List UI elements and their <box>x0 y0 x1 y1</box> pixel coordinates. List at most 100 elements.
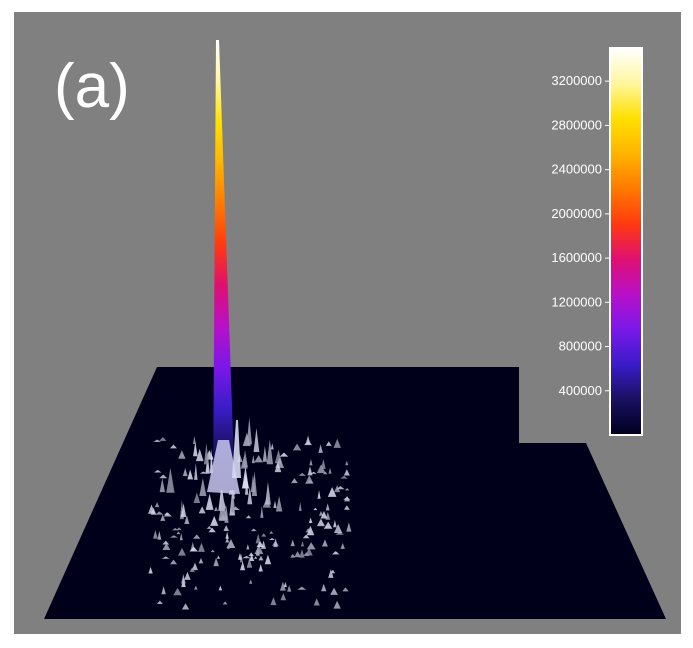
surface-speckle <box>154 502 160 508</box>
surface-speckle <box>247 486 253 505</box>
surface-speckle <box>343 469 350 476</box>
surface-speckle <box>265 481 271 505</box>
surface-speckle <box>274 461 282 473</box>
surface-speckle <box>218 585 223 591</box>
surface-speckle <box>244 440 251 444</box>
surface-speckle <box>266 439 274 465</box>
surface-speckle <box>226 538 236 549</box>
surface-speckle <box>153 529 158 539</box>
surface-speckle <box>261 533 267 537</box>
surface-speckle <box>344 495 351 502</box>
surface-speckle <box>299 549 305 558</box>
surface-speckle <box>333 438 341 448</box>
surface-speckle <box>321 539 328 547</box>
surface-speckle <box>305 435 311 445</box>
surface-speckle <box>264 554 272 565</box>
surface-speckle <box>237 552 242 560</box>
colorbar-tick-label: 1600000 <box>551 250 602 265</box>
surface-speckle <box>210 549 215 553</box>
surface-speckle <box>310 471 317 474</box>
surface-speckle <box>344 505 350 510</box>
surface-speckle <box>159 474 168 479</box>
surface-speckle <box>325 441 332 446</box>
surface-speckle <box>209 448 213 474</box>
colorbar-gradient <box>609 47 643 436</box>
surface-speckle <box>157 530 162 540</box>
surface-speckle <box>340 475 348 479</box>
surface-speckle <box>184 515 190 525</box>
surface-speckle <box>253 428 260 452</box>
surface-speckle <box>159 478 166 493</box>
surface-speckle <box>260 505 264 518</box>
surface-speckle <box>292 443 302 451</box>
surface-speckle <box>242 555 251 559</box>
surface-speckle <box>169 559 178 565</box>
surface-speckle <box>231 490 235 513</box>
surface-speckle <box>269 537 275 541</box>
surface-speckle <box>254 544 264 554</box>
surface-speckle <box>323 521 333 529</box>
surface-speckle <box>189 567 195 572</box>
surface-speckles <box>148 417 352 610</box>
surface-speckle <box>303 552 310 556</box>
surface-speckle <box>297 586 307 590</box>
colorbar-tick-label: 1200000 <box>551 294 602 309</box>
surface-speckle <box>327 487 337 497</box>
colorbar-tick-label: 2800000 <box>551 117 602 132</box>
surface-speckle <box>198 558 204 564</box>
surface-speckle <box>290 539 295 547</box>
peak-base-glow <box>207 440 240 494</box>
surface-speckle <box>270 597 277 606</box>
surface-speckle <box>254 556 258 559</box>
colorbar-tick-label: 800000 <box>559 339 602 354</box>
surface-speckle <box>148 504 156 514</box>
surface-speckle <box>148 566 153 574</box>
surface-speckle <box>294 551 302 558</box>
surface-speckle <box>279 452 289 457</box>
surface-speckle <box>195 448 204 462</box>
surface-speckle <box>162 540 170 545</box>
surface-speckle <box>154 469 162 473</box>
surface-speckle <box>298 502 302 511</box>
surface-speckle <box>161 556 170 559</box>
surface-speckle <box>331 551 340 555</box>
surface-speckle <box>245 515 252 519</box>
surface-speckle <box>242 465 249 489</box>
surface-speckle <box>333 523 343 534</box>
surface-speckle <box>182 467 188 477</box>
surface-speckle <box>246 557 253 568</box>
surface-speckle <box>218 494 228 521</box>
surface-speckle <box>313 507 318 511</box>
surface-speckle <box>249 554 255 562</box>
surface-speckle <box>346 522 352 532</box>
surface-speckle <box>335 531 344 535</box>
surface-speckle <box>307 466 313 476</box>
panel-label: (a) <box>54 52 130 121</box>
surface-speckle <box>269 530 274 534</box>
surface-speckle <box>179 533 183 541</box>
surface-speckle <box>203 442 209 465</box>
surface-speckle <box>328 569 334 578</box>
surface-speckle <box>213 557 219 567</box>
surface-floor <box>44 367 666 619</box>
surface-speckle <box>166 467 175 493</box>
surface-speckle <box>156 600 163 604</box>
surface-speckle <box>240 561 246 571</box>
surface-speckle <box>313 598 320 606</box>
surface-speckle <box>194 462 198 480</box>
surface-speckle <box>173 587 182 596</box>
colorbar: 400000 800000 1200000 1600000 2000000 2400000… <box>551 47 643 436</box>
surface-speckle <box>225 531 229 539</box>
surface-speckle <box>160 514 166 521</box>
surface-speckle <box>155 511 164 515</box>
surface-speckle <box>290 553 296 558</box>
surface-speckle <box>336 486 345 490</box>
surface-speckle <box>153 439 161 442</box>
surface-speckle <box>169 444 178 449</box>
surface-speckle <box>222 601 228 605</box>
surface-speckle <box>321 583 327 592</box>
surface-speckle <box>333 520 337 528</box>
surface-speckle <box>176 531 181 535</box>
surface-speckle <box>321 459 326 469</box>
surface-speckle <box>162 542 171 551</box>
